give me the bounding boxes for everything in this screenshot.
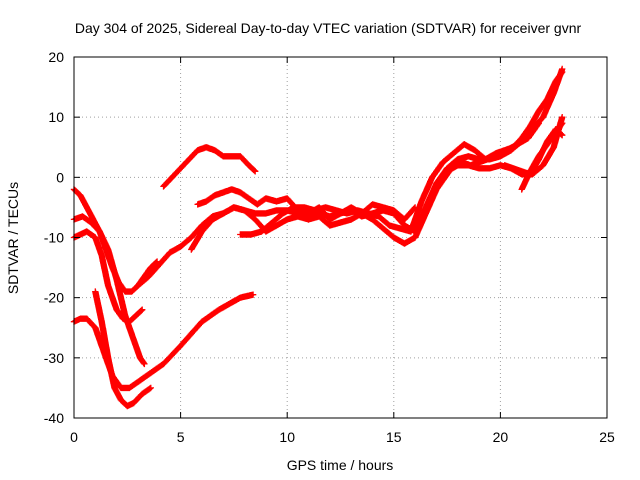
x-tick-label: 5 — [177, 429, 185, 445]
x-tick-label: 20 — [493, 429, 509, 445]
x-axis-label: GPS time / hours — [287, 457, 394, 473]
x-tick-label: 0 — [70, 429, 78, 445]
chart-title: Day 304 of 2025, Sidereal Day-to-day VTE… — [75, 20, 582, 36]
series-markers — [160, 144, 259, 190]
series-markers — [92, 288, 154, 410]
y-tick-label: -40 — [44, 410, 64, 426]
series-11 — [424, 68, 566, 211]
y-tick-label: 10 — [48, 109, 64, 125]
x-tick-label: 25 — [599, 429, 615, 445]
series-13 — [501, 126, 566, 178]
series-markers — [501, 126, 566, 178]
y-tick-label: -10 — [44, 230, 64, 246]
x-tick-label: 15 — [386, 429, 402, 445]
x-tick-label: 10 — [279, 429, 295, 445]
series-markers — [424, 68, 566, 211]
y-axis-label: SDTVAR / TECUs — [5, 182, 21, 294]
y-tick-label: 20 — [48, 49, 64, 65]
axis-ticks: 0 5 10 15 20 25 -40 -30 -20 -10 0 10 20 — [44, 49, 615, 445]
y-tick-label: -20 — [44, 290, 64, 306]
y-tick-label: -30 — [44, 350, 64, 366]
y-tick-label: 0 — [56, 169, 64, 185]
series-7 — [160, 144, 259, 190]
series-3 — [92, 288, 154, 410]
